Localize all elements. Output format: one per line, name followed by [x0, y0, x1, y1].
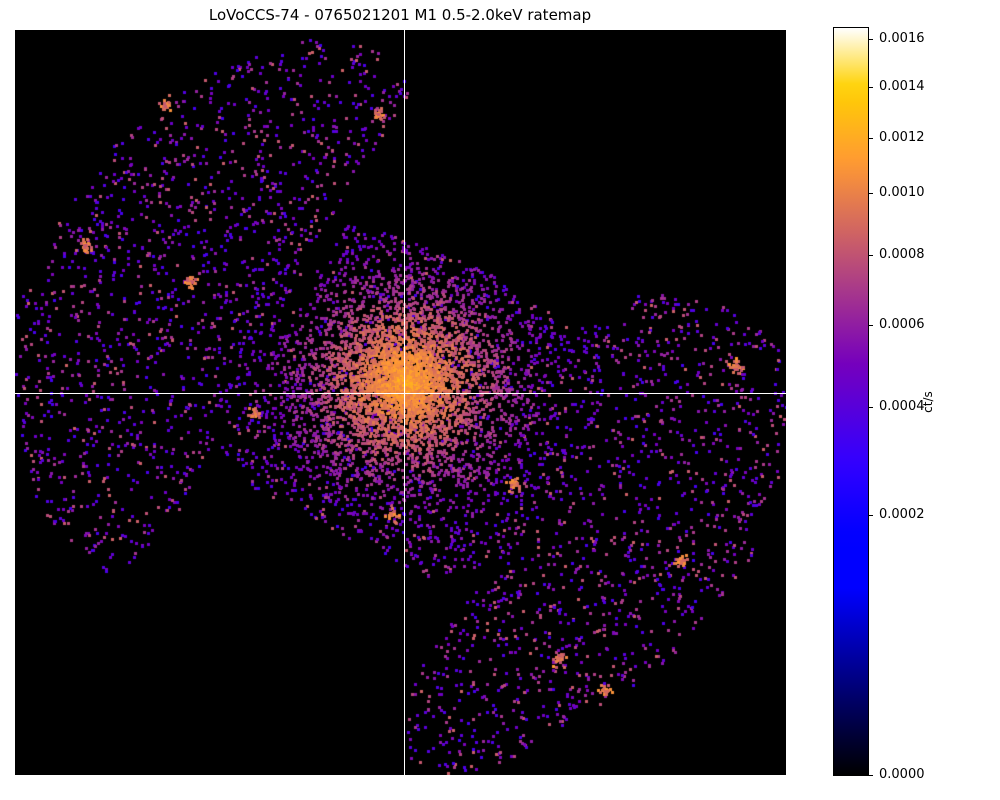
colorbar-tick-label: 0.0002: [879, 506, 925, 522]
colorbar-tick-mark: [869, 137, 873, 139]
colorbar-label-numerator: ct: [921, 401, 935, 413]
colorbar: [833, 27, 869, 776]
colorbar-tick-label: 0.0014: [879, 78, 925, 94]
colorbar-tick-mark: [869, 775, 873, 776]
colorbar-gradient: [834, 28, 868, 775]
colorbar-tick-mark: [869, 39, 873, 41]
colorbar-tick-mark: [869, 254, 873, 256]
colorbar-label: ct/s: [921, 391, 935, 413]
colorbar-tick-label: 0.0016: [879, 31, 925, 47]
colorbar-tick-mark: [869, 86, 873, 88]
colorbar-tick-label: 0.0010: [879, 185, 925, 201]
colorbar-ticks: 0.0016 0.0014 0.0012 0.0010 0.0008 0.0006 0.00…: [869, 27, 949, 782]
colorbar-tick-label: 0.0000: [879, 767, 925, 782]
colorbar-tick-label: 0.0004: [879, 399, 925, 415]
crosshair-vertical: [404, 30, 405, 775]
colorbar-tick-mark: [869, 514, 873, 516]
colorbar-tick-mark: [869, 324, 873, 326]
colorbar-tick-mark: [869, 193, 873, 195]
ratemap-pixels: [15, 30, 786, 775]
plot-title: LoVoCCS-74 - 0765021201 M1 0.5-2.0keV ra…: [208, 6, 592, 24]
colorbar-tick-mark: [869, 407, 873, 409]
colorbar-tick-label: 0.0012: [879, 129, 925, 145]
colorbar-tick-label: 0.0006: [879, 316, 925, 332]
ratemap-image: [15, 30, 786, 775]
colorbar-tick-label: 0.0008: [879, 246, 925, 262]
colorbar-label-denominator: s: [921, 391, 935, 398]
crosshair-horizontal: [15, 393, 786, 394]
